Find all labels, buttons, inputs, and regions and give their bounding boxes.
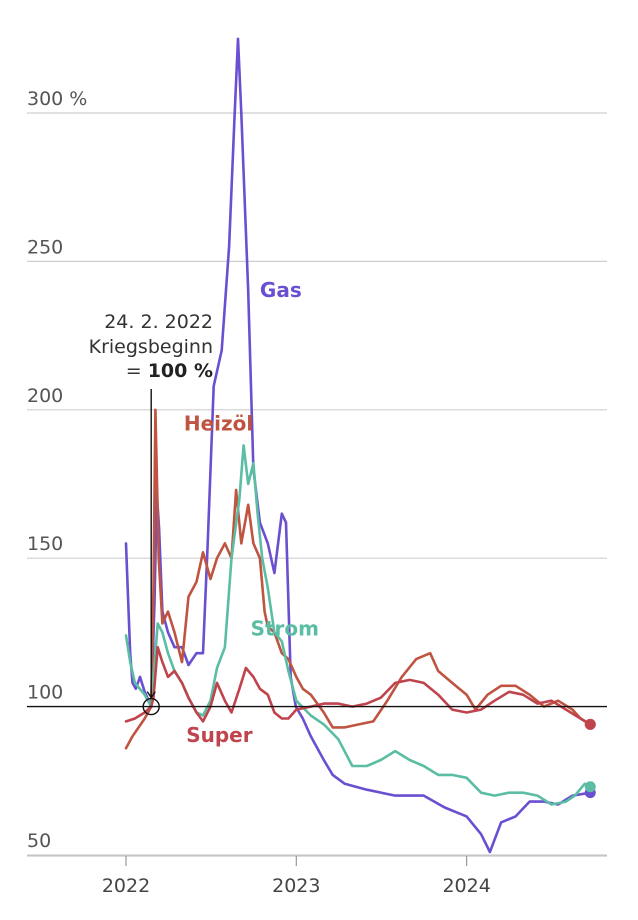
- series-lines: [124, 37, 596, 854]
- x-tick-label: 2024: [442, 875, 490, 897]
- y-tick-label: 150: [27, 533, 63, 555]
- annotation-value: 100 %: [148, 360, 213, 382]
- y-tick-label: 300 %: [27, 88, 87, 110]
- series-label-heizl: Heizöl: [184, 412, 253, 436]
- annotation-equals: =: [126, 360, 148, 382]
- gridlines: [27, 112, 607, 856]
- series-label-gas: Gas: [260, 278, 302, 302]
- series-line-strom: [124, 444, 592, 806]
- y-tick-label: 100: [27, 682, 63, 704]
- series-endpoint-super: [584, 718, 596, 730]
- x-tick-label: 2023: [272, 875, 320, 897]
- annotation-arrowhead: [146, 691, 156, 699]
- y-tick-label: 200: [27, 385, 63, 407]
- war-start-annotation: 24. 2. 2022 Kriegsbeginn = 100 %: [89, 311, 213, 716]
- annotation-marker-circle: [142, 697, 160, 716]
- annotation-label: Kriegsbeginn: [89, 336, 213, 358]
- y-tick-label: 50: [27, 830, 51, 852]
- series-line-super: [124, 645, 592, 726]
- series-line-heizl: [124, 408, 592, 750]
- series-label-super: Super: [186, 723, 253, 747]
- x-axis: 2022 2023 2024: [27, 855, 607, 897]
- y-tick-label: 250: [27, 236, 63, 258]
- series-endpoint-strom: [584, 781, 596, 793]
- series-label-strom: Strom: [251, 616, 319, 640]
- annotation-date: 24. 2. 2022: [104, 311, 213, 333]
- x-tick-label: 2022: [102, 875, 150, 897]
- y-axis-tick-labels: 50 100 150 200 250 300 %: [27, 88, 87, 852]
- series-labels: Gas Heizöl Strom Super: [184, 278, 319, 747]
- annotation-base-value: = 100 %: [126, 360, 213, 382]
